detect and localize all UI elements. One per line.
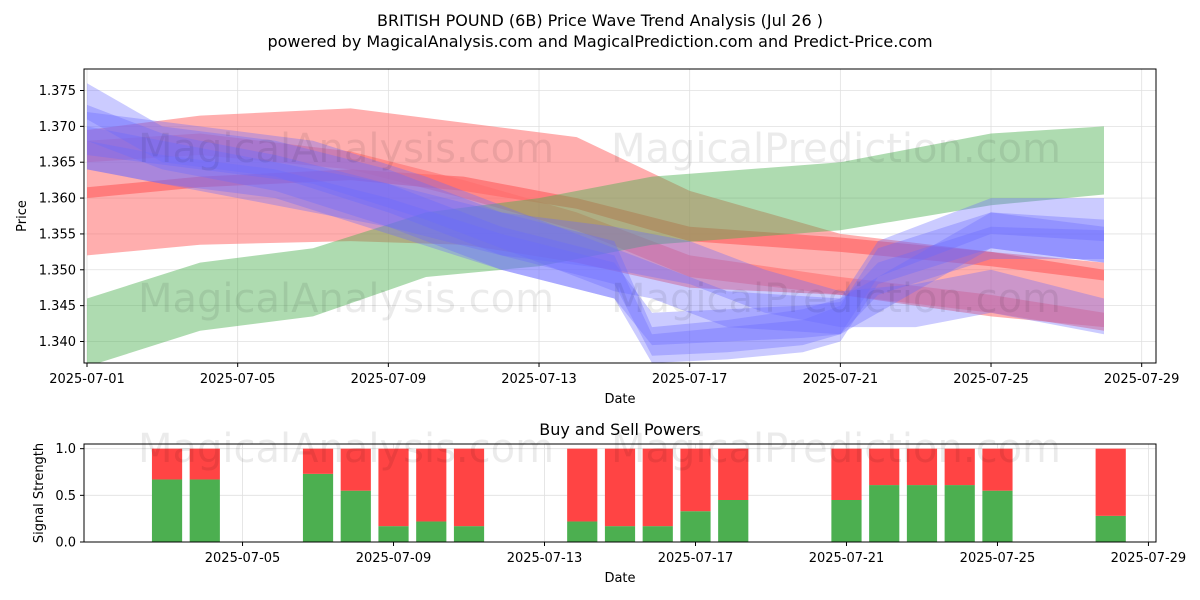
signal-bars xyxy=(151,448,1126,542)
buy-bar xyxy=(944,485,975,542)
price-plot-frame xyxy=(83,68,1157,364)
price-x-tick-label: 2025-07-29 xyxy=(1104,372,1180,387)
sell-bar xyxy=(680,448,711,512)
sell-bar xyxy=(340,448,371,491)
sell-bar xyxy=(189,448,220,480)
buy-bar xyxy=(453,526,485,542)
price-y-tick-label: 1.355 xyxy=(39,227,76,242)
signal-chart-panel: Buy and Sell Powers MagicalAnalysis.com … xyxy=(32,420,1186,586)
sell-bar xyxy=(906,448,938,486)
price-y-tick-label: 1.375 xyxy=(39,84,76,99)
buy-bar xyxy=(869,485,900,542)
signal-x-tick-label: 2025-07-13 xyxy=(507,551,583,566)
watermark-prediction-top: MagicalPrediction.com xyxy=(611,126,1061,172)
price-y-tick-label: 1.370 xyxy=(39,120,76,135)
watermark-analysis-mid: MagicalAnalysis.com xyxy=(138,276,554,322)
signal-y-axis-label: Signal Strength xyxy=(32,443,47,543)
buy-bar xyxy=(151,479,183,542)
price-x-tick-label: 2025-07-25 xyxy=(953,372,1029,387)
buy-bar xyxy=(680,511,711,542)
price-y-tick-label: 1.350 xyxy=(39,263,76,278)
signal-y-tick-label: 0.0 xyxy=(55,536,76,551)
price-band-blue-5 xyxy=(87,104,1104,363)
buy-bar xyxy=(906,485,938,542)
price-band-blue-4 xyxy=(87,83,1104,356)
sell-bar xyxy=(718,448,749,500)
signal-x-ticks: 2025-07-05 2025-07-09 2025-07-13 2025-07-17… xyxy=(205,542,1186,566)
signal-y-tick-label: 1.0 xyxy=(55,442,76,457)
price-band-group xyxy=(87,83,1104,363)
sell-bar xyxy=(416,448,447,522)
price-x-tick-label: 2025-07-21 xyxy=(803,372,879,387)
buy-bar xyxy=(340,490,371,542)
signal-chart-title: Buy and Sell Powers xyxy=(539,420,701,439)
price-x-tick-label: 2025-07-13 xyxy=(501,372,577,387)
sell-bar xyxy=(453,448,485,527)
price-x-ticks: 2025-07-01 2025-07-05 2025-07-09 2025-07-13… xyxy=(49,363,1179,387)
signal-x-tick-label: 2025-07-05 xyxy=(205,551,281,566)
signal-x-tick-label: 2025-07-21 xyxy=(809,551,885,566)
price-band-blue-8 xyxy=(87,112,1104,335)
buy-bar xyxy=(416,521,447,542)
buy-bar xyxy=(982,490,1013,542)
buy-bar xyxy=(189,479,220,542)
watermark-analysis-top: MagicalAnalysis.com xyxy=(138,126,554,172)
signal-x-tick-label: 2025-07-17 xyxy=(658,551,734,566)
price-y-tick-label: 1.360 xyxy=(39,192,76,207)
signal-x-tick-label: 2025-07-25 xyxy=(960,551,1036,566)
price-y-ticks: 1.340 1.345 1.350 1.355 1.360 1.365 1.370 1.375 xyxy=(39,84,84,350)
sell-bar xyxy=(1095,448,1126,516)
buy-bar xyxy=(642,526,673,542)
sell-bar xyxy=(604,448,636,527)
sell-bar xyxy=(302,448,334,474)
price-x-axis-label: Date xyxy=(604,392,635,407)
buy-bar xyxy=(1095,515,1126,542)
price-band-blue-7 xyxy=(87,126,1104,335)
watermark-prediction-mid: MagicalPrediction.com xyxy=(611,276,1061,322)
signal-plot-frame xyxy=(83,443,1157,543)
price-y-axis-label: Price xyxy=(15,200,30,232)
signal-y-tick-label: 0.5 xyxy=(55,489,76,504)
price-bands xyxy=(87,83,1104,363)
chart-title: BRITISH POUND (6B) Price Wave Trend Anal… xyxy=(377,11,823,30)
price-y-tick-label: 1.340 xyxy=(39,335,76,350)
chart-subtitle: powered by MagicalAnalysis.com and Magic… xyxy=(267,32,932,51)
sell-bar xyxy=(642,448,673,527)
price-band-red-1 xyxy=(87,169,1104,281)
buy-bar xyxy=(718,500,749,542)
price-y-tick-label: 1.365 xyxy=(39,156,76,171)
sell-bar xyxy=(378,448,409,527)
signal-x-axis-label: Date xyxy=(604,571,635,586)
price-band-red-2 xyxy=(87,133,1104,331)
sell-bar xyxy=(869,448,900,486)
price-y-tick-label: 1.345 xyxy=(39,299,76,314)
watermark-prediction-bottom: MagicalPrediction.com xyxy=(611,426,1061,472)
sell-bar xyxy=(982,448,1013,491)
buy-bar xyxy=(604,526,636,542)
price-x-tick-label: 2025-07-01 xyxy=(49,372,125,387)
buy-bar xyxy=(567,521,598,542)
signal-x-tick-label: 2025-07-29 xyxy=(1111,551,1187,566)
price-band-green-3 xyxy=(87,126,1104,363)
sell-bar xyxy=(831,448,862,500)
sell-bar xyxy=(151,448,183,480)
sell-bar xyxy=(567,448,598,522)
signal-x-tick-label: 2025-07-09 xyxy=(356,551,432,566)
price-x-tick-label: 2025-07-17 xyxy=(652,372,728,387)
buy-bar xyxy=(831,500,862,542)
price-x-tick-label: 2025-07-05 xyxy=(200,372,276,387)
buy-bar xyxy=(378,526,409,542)
sell-bar xyxy=(944,448,975,486)
watermark-analysis-bottom: MagicalAnalysis.com xyxy=(138,426,554,472)
price-band-blue-6 xyxy=(87,140,1104,346)
price-x-tick-label: 2025-07-09 xyxy=(351,372,427,387)
signal-y-ticks: 0.0 0.5 1.0 xyxy=(55,442,84,551)
buy-bar xyxy=(302,473,334,542)
price-chart-panel: MagicalAnalysis.com MagicalPrediction.co… xyxy=(15,68,1179,407)
